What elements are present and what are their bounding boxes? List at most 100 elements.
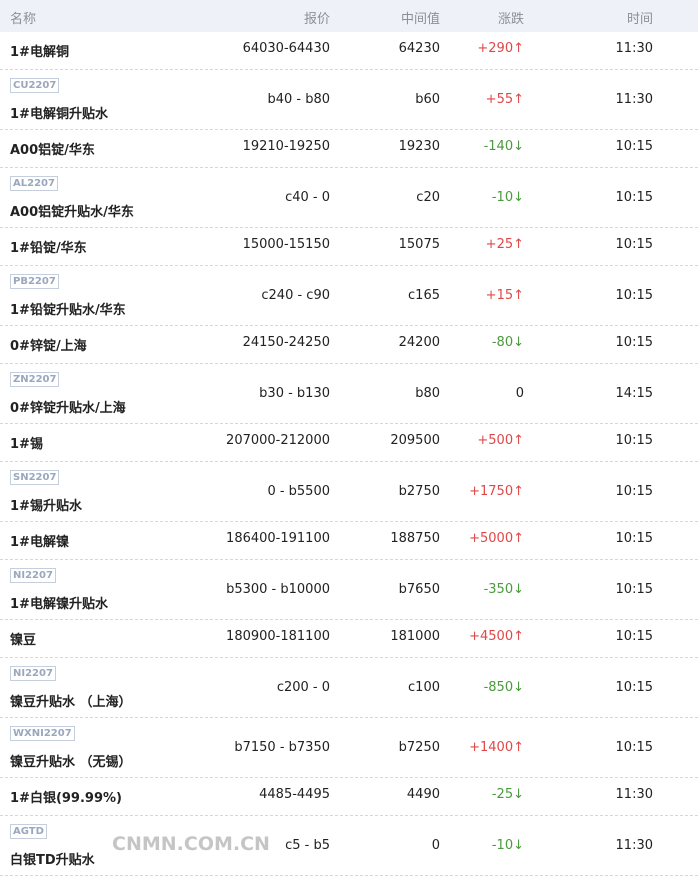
price-table: 1#电解铜 64030-64430 64230 +290↑ 11:30 CU2207 1#电… [0,32,698,876]
mid-price: b2750 [398,484,440,499]
mid-price: 19230 [398,139,440,154]
mid-price: b80 [415,386,440,401]
mid-price: 0 [431,838,440,853]
mid-price: 181000 [390,629,440,644]
product-name[interactable]: 1#电解铜 [10,45,69,60]
price-change: 0 [515,386,524,401]
table-row[interactable]: CU2207 1#电解铜升贴水 b40 - b80 b60 +55↑ 11:30 [0,70,698,130]
update-time: 10:15 [615,629,653,644]
product-name[interactable]: 1#锡 [10,437,43,452]
table-row[interactable]: 镍豆 180900-181100 181000 +4500↑ 10:15 [0,620,698,658]
contract-badge[interactable]: CU2207 [10,78,60,93]
price-range: 4485-4495 [259,787,330,802]
product-name[interactable]: 镍豆升贴水 （上海） [10,695,132,710]
table-row[interactable]: ZN2207 0#锌锭升贴水/上海 b30 - b130 b80 0 14:15 [0,364,698,424]
table-row[interactable]: 1#白银(99.99%) 4485-4495 4490 -25↓ 11:30 [0,778,698,816]
price-range: b5300 - b10000 [226,582,330,597]
product-name[interactable]: 白银TD升贴水 [10,853,95,868]
update-time: 11:30 [615,787,653,802]
mid-price: 188750 [390,531,440,546]
price-range: 19210-19250 [242,139,330,154]
product-name[interactable]: 镍豆 [10,633,37,648]
product-name[interactable]: 1#电解镍 [10,535,69,550]
header-name: 名称 [10,12,37,27]
update-time: 11:30 [615,41,653,56]
table-row[interactable]: AL2207 A00铝锭升贴水/华东 c40 - 0 c20 -10↓ 10:15 [0,168,698,228]
product-name[interactable]: 1#铅锭升贴水/华东 [10,303,126,318]
price-range: c5 - b5 [285,838,330,853]
product-name[interactable]: A00铝锭升贴水/华东 [10,205,134,220]
price-range: 180900-181100 [226,629,330,644]
table-row[interactable]: 1#电解镍 186400-191100 188750 +5000↑ 10:15 [0,522,698,560]
update-time: 10:15 [615,484,653,499]
update-time: 10:15 [615,190,653,205]
product-name[interactable]: 镍豆升贴水 （无锡） [10,755,132,770]
price-range: 15000-15150 [242,237,330,252]
table-row[interactable]: PB2207 1#铅锭升贴水/华东 c240 - c90 c165 +15↑ 10:15 [0,266,698,326]
header-mid: 中间值 [400,12,440,27]
header-change: 涨跌 [497,12,524,27]
product-name[interactable]: 0#锌锭升贴水/上海 [10,401,126,416]
update-time: 10:15 [615,139,653,154]
product-name[interactable]: 1#锡升贴水 [10,499,82,514]
price-change: -350↓ [483,582,524,597]
contract-badge[interactable]: NI2207 [10,666,56,681]
price-range: b40 - b80 [267,92,330,107]
product-name[interactable]: 1#电解镍升贴水 [10,597,108,612]
price-change: -80↓ [491,335,524,350]
table-row[interactable]: AGTD 白银TD升贴水 c5 - b5 0 -10↓ 11:30 [0,816,698,876]
mid-price: c20 [416,190,440,205]
update-time: 10:15 [615,433,653,448]
product-name[interactable]: 1#电解铜升贴水 [10,107,108,122]
contract-badge[interactable]: AL2207 [10,176,58,191]
table-header: 名称 报价 中间值 涨跌 时间 [0,0,698,32]
mid-price: b60 [415,92,440,107]
table-row[interactable]: A00铝锭/华东 19210-19250 19230 -140↓ 10:15 [0,130,698,168]
product-name[interactable]: 1#铅锭/华东 [10,241,87,256]
contract-badge[interactable]: SN2207 [10,470,60,485]
mid-price: b7650 [398,582,440,597]
product-name[interactable]: A00铝锭/华东 [10,143,95,158]
price-change: -850↓ [483,680,524,695]
price-range: c240 - c90 [261,288,330,303]
header-price: 报价 [303,12,330,27]
price-change: +4500↑ [469,629,524,644]
price-change: +25↑ [485,237,524,252]
update-time: 11:30 [615,838,653,853]
table-row[interactable]: WXNI2207 镍豆升贴水 （无锡） b7150 - b7350 b7250 +140… [0,718,698,778]
table-row[interactable]: 1#铅锭/华东 15000-15150 15075 +25↑ 10:15 [0,228,698,266]
table-row[interactable]: NI2207 镍豆升贴水 （上海） c200 - 0 c100 -850↓ 10:15 [0,658,698,718]
price-change: -10↓ [491,838,524,853]
price-change: +1750↑ [469,484,524,499]
table-row[interactable]: 1#锡 207000-212000 209500 +500↑ 10:15 [0,424,698,462]
table-row[interactable]: NI2207 1#电解镍升贴水 b5300 - b10000 b7650 -350↓ 10… [0,560,698,620]
price-range: c40 - 0 [285,190,330,205]
contract-badge[interactable]: WXNI2207 [10,726,75,741]
price-range: b30 - b130 [259,386,330,401]
update-time: 10:15 [615,237,653,252]
price-range: 64030-64430 [242,41,330,56]
table-row[interactable]: 1#电解铜 64030-64430 64230 +290↑ 11:30 [0,32,698,70]
price-change: +55↑ [485,92,524,107]
update-time: 10:15 [615,740,653,755]
product-name[interactable]: 0#锌锭/上海 [10,339,87,354]
update-time: 10:15 [615,288,653,303]
price-change: +290↑ [477,41,524,56]
table-row[interactable]: 0#锌锭/上海 24150-24250 24200 -80↓ 10:15 [0,326,698,364]
update-time: 10:15 [615,531,653,546]
mid-price: 64230 [398,41,440,56]
mid-price: 24200 [398,335,440,350]
update-time: 10:15 [615,680,653,695]
contract-badge[interactable]: ZN2207 [10,372,60,387]
table-row[interactable]: SN2207 1#锡升贴水 0 - b5500 b2750 +1750↑ 10:15 [0,462,698,522]
product-name[interactable]: 1#白银(99.99%) [10,791,122,806]
price-range: 24150-24250 [242,335,330,350]
contract-badge[interactable]: AGTD [10,824,47,839]
contract-badge[interactable]: NI2207 [10,568,56,583]
watermark: CNMN.COM.CN [112,833,270,855]
price-range: 0 - b5500 [267,484,330,499]
price-change: -25↓ [491,787,524,802]
price-change: -140↓ [483,139,524,154]
contract-badge[interactable]: PB2207 [10,274,59,289]
mid-price: b7250 [398,740,440,755]
